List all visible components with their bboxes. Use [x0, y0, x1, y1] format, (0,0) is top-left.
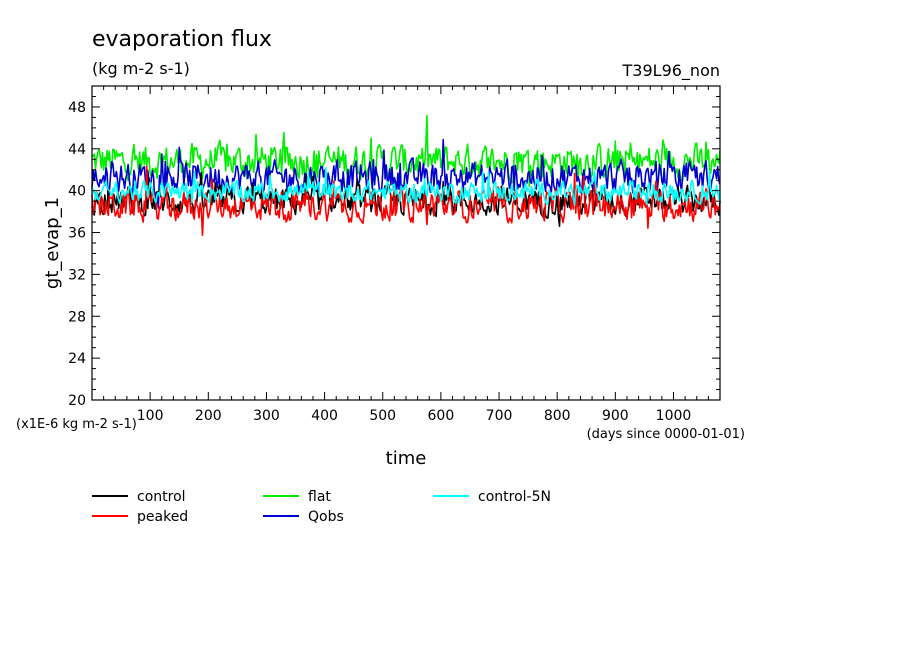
y-scale-note: (x1E-6 kg m-2 s-1) — [16, 417, 137, 432]
y-tick-label: 32 — [68, 267, 86, 283]
x-axis-label: time — [386, 448, 427, 469]
legend-label: Qobs — [308, 509, 344, 525]
y-tick-label: 44 — [68, 142, 86, 158]
legend-label: control — [137, 489, 186, 505]
x-axis: 100 200 300 400 500 600 700 800 900 1000 — [103, 86, 709, 424]
x-tick-label: 400 — [311, 408, 338, 424]
series-line-flat — [91, 114, 721, 188]
x-tick-label: 600 — [428, 408, 455, 424]
y-tick-label: 28 — [68, 309, 86, 325]
legend-label: flat — [308, 489, 331, 505]
y-axis-label: gt_evap_1 — [42, 197, 63, 289]
x-unit-note: (days since 0000-01-01) — [587, 427, 745, 442]
run-label: T39L96_non — [622, 61, 720, 81]
y-tick-label: 20 — [68, 393, 86, 409]
x-tick-label: 300 — [253, 408, 280, 424]
y-tick-label: 24 — [68, 351, 86, 367]
y-tick-label: 40 — [68, 184, 86, 200]
y-tick-label: 36 — [68, 226, 86, 242]
legend-label: control-5N — [478, 489, 551, 505]
x-tick-label: 700 — [486, 408, 513, 424]
x-tick-label: 200 — [195, 408, 222, 424]
x-tick-label: 100 — [137, 408, 164, 424]
chart-title: evaporation flux — [92, 27, 272, 52]
x-tick-label: 800 — [544, 408, 571, 424]
chart-units: (kg m-2 s-1) — [92, 59, 190, 78]
x-tick-label: 1000 — [656, 408, 692, 424]
series-line-control-5n — [91, 167, 721, 206]
legend-label: peaked — [137, 509, 188, 525]
plot-frame — [91, 85, 721, 401]
x-tick-label: 500 — [369, 408, 396, 424]
series-layer — [91, 114, 721, 236]
y-tick-label: 48 — [68, 100, 86, 116]
x-tick-label: 900 — [602, 408, 629, 424]
y-axis: 20 24 28 32 36 40 44 48 — [68, 95, 720, 409]
legend: control peaked flat Qobs control-5N — [92, 489, 551, 525]
